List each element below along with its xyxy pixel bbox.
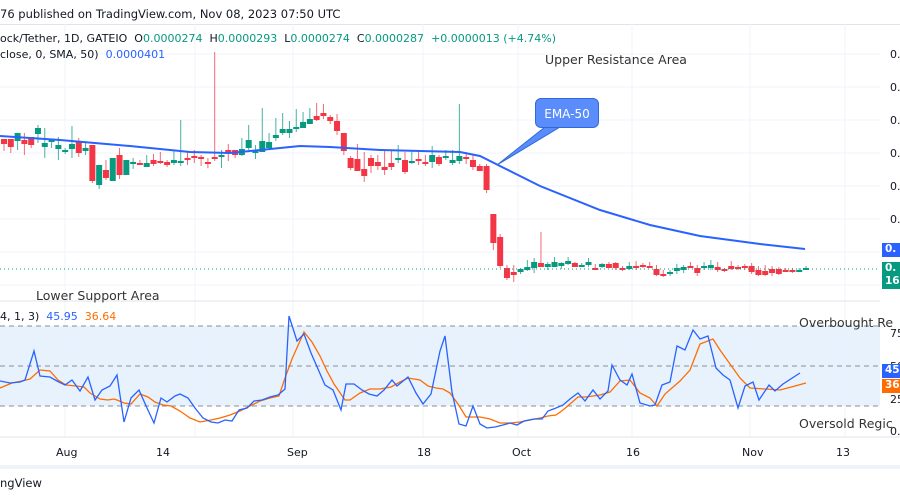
publish-header: 76 published on TradingView.com, Nov 08,… xyxy=(0,0,900,25)
last-price-tag-countdown: 16 xyxy=(885,275,900,287)
stoch-axis-label: 75 xyxy=(890,327,900,340)
high-label: H xyxy=(209,32,218,45)
stoch-d-value: 36.64 xyxy=(84,310,117,323)
stoch-k-value: 45.95 xyxy=(46,310,78,323)
time-axis-label: Aug xyxy=(56,446,78,459)
low-label: L xyxy=(284,32,291,45)
footer-brand: ngView xyxy=(0,476,42,490)
stoch-k-tag: 45 xyxy=(882,364,900,378)
grid-lines xyxy=(0,24,880,437)
stoch-axis-label: 25 xyxy=(890,393,900,406)
price-axis-label: 0. xyxy=(890,114,900,127)
time-axis-label: 14 xyxy=(156,446,170,459)
stoch-axis-label: 0. xyxy=(890,425,900,438)
candlestick-series xyxy=(1,52,809,282)
last-price-tag-value: 0. xyxy=(885,262,897,274)
overbought-label: Overbought Re xyxy=(799,315,894,330)
callout-pointer xyxy=(496,126,562,166)
oversold-label: Oversold Regic xyxy=(799,416,893,431)
change-value: +0.0000013 (+4.74%) xyxy=(431,32,557,45)
last-price-tag: 0. 16 xyxy=(882,262,900,289)
chart-canvas[interactable] xyxy=(0,24,900,469)
ma-label: close, 0, SMA, 50) xyxy=(0,48,99,61)
open-label: O xyxy=(134,32,143,45)
footer-divider xyxy=(0,465,900,469)
open-value: 0.0000274 xyxy=(142,32,203,45)
price-axis-label: 0. xyxy=(890,81,900,94)
published-text: 76 published on TradingView.com, Nov 08,… xyxy=(0,7,341,21)
lower-support-label: Lower Support Area xyxy=(36,288,160,303)
ma-legend: close, 0, SMA, 50) 0.0000401 xyxy=(0,48,165,61)
price-axis-label: 0. xyxy=(890,147,900,160)
stoch-d-tag: 36 xyxy=(882,379,900,393)
high-value: 0.0000293 xyxy=(217,32,278,45)
stochastic-band xyxy=(0,325,880,407)
ema50-line xyxy=(0,135,806,250)
time-axis-label: Sep xyxy=(287,446,308,459)
close-value: 0.0000287 xyxy=(364,32,425,45)
price-axis-label: 0. xyxy=(890,213,900,226)
price-axis-label: 0. xyxy=(890,48,900,61)
time-axis-label: 13 xyxy=(836,446,850,459)
ema-price-tag: 0. xyxy=(882,243,900,257)
symbol-legend: ock/Tether, 1D, GATEIO O0.0000274 H0.000… xyxy=(0,32,556,45)
time-axis-label: Nov xyxy=(742,446,764,459)
symbol-name: ock/Tether, 1D, GATEIO xyxy=(0,32,128,45)
ma-value: 0.0000401 xyxy=(105,48,166,61)
low-value: 0.0000274 xyxy=(290,32,350,45)
price-axis-label: 0. xyxy=(890,180,900,193)
close-label: C xyxy=(356,32,365,45)
stochastic-k-line xyxy=(0,315,801,429)
stoch-label: 4, 1, 3) xyxy=(0,310,40,323)
upper-resistance-label: Upper Resistance Area xyxy=(545,52,687,67)
time-axis-label: Oct xyxy=(512,446,532,459)
ema50-callout: EMA-50 xyxy=(535,98,599,128)
time-axis-label: 18 xyxy=(417,446,431,459)
time-axis-label: 16 xyxy=(626,446,640,459)
stochastic-legend: 4, 1, 3) 45.95 36.64 xyxy=(0,310,116,323)
